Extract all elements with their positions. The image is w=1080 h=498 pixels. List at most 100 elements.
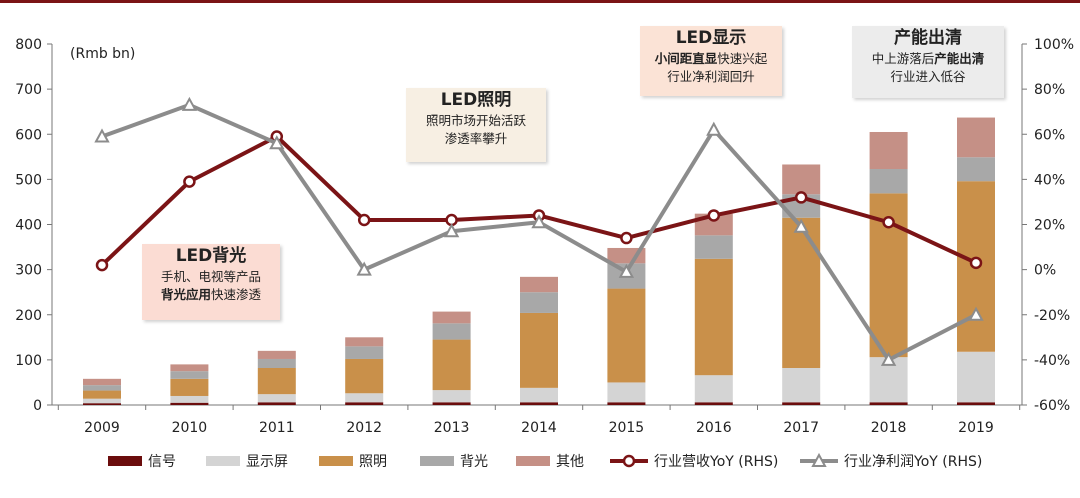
bar-segment: [345, 393, 384, 403]
bar-segment: [432, 323, 471, 340]
bar-segment: [83, 385, 121, 391]
top-border: [0, 0, 1080, 3]
bar-segment: [957, 402, 995, 405]
bar-segment: [782, 164, 821, 195]
bar-segment: [83, 390, 121, 399]
y-tick-label: 800: [15, 37, 42, 53]
bar-segment: [257, 402, 296, 405]
y-tick-label: 500: [15, 172, 42, 188]
y2-tick-label: 60%: [1034, 127, 1065, 143]
bar-segment: [257, 358, 296, 368]
legend-swatch: [319, 456, 353, 466]
annotation-title: LED背光: [175, 246, 247, 266]
line-point: [183, 175, 196, 188]
bar-segment: [432, 339, 471, 391]
bar-segment: [520, 292, 558, 313]
legend-marker: [811, 452, 827, 467]
legend-label: 其他: [556, 454, 584, 470]
legend: 信号 显示屏 照明 背光 其他 行业营收YoY (RHS) 行业净利润YoY (RHS): [108, 452, 982, 470]
x-tick-label: 2009: [84, 420, 120, 436]
legend-label: 行业净利润YoY (RHS): [844, 454, 982, 470]
x-tick-label: 2010: [172, 420, 208, 436]
y-tick-label: 400: [15, 218, 42, 234]
legend-swatch: [206, 456, 240, 466]
legend-label: 照明: [359, 454, 387, 470]
legend-marker: [622, 454, 636, 468]
bar-segment: [957, 117, 995, 158]
annotation-line: 手机、电视等产品: [160, 269, 261, 284]
line-point: [531, 214, 547, 229]
x-tick-label: 2013: [434, 420, 470, 436]
bar-segment: [345, 337, 384, 347]
x-tick-label: 2014: [521, 420, 557, 436]
line-point: [707, 209, 721, 222]
bar-segment: [432, 390, 471, 403]
legend-label: 行业营收YoY (RHS): [654, 454, 778, 470]
y2-tick-label: 100%: [1034, 37, 1074, 53]
bar-segment: [607, 402, 646, 405]
line-point: [181, 96, 198, 111]
annotation-title: 产能出清: [894, 28, 962, 48]
line-point: [794, 191, 808, 204]
annotation-line: 行业进入低谷: [890, 69, 966, 84]
bar-segment: [694, 258, 733, 376]
bar-segment: [432, 311, 471, 324]
line-point: [793, 218, 809, 233]
bar-segment: [694, 235, 733, 259]
annotation-line-bold: 小间距直显: [654, 51, 718, 66]
bar-segment: [257, 394, 296, 403]
x-tick-label: 2017: [783, 420, 819, 436]
legend-swatch: [516, 456, 550, 466]
x-tick-label: 2012: [346, 420, 382, 436]
annotation-capacity-clearing: 产能出清 中上游落后产能出清 行业进入低谷: [852, 26, 1004, 98]
bar-segment: [345, 402, 384, 405]
legend-label: 背光: [460, 454, 488, 470]
bar-segment: [607, 288, 646, 383]
bar-segment: [345, 346, 384, 359]
y2-tick-label: 80%: [1034, 82, 1065, 98]
annotation-led-backlight: LED背光 手机、电视等产品 背光应用快速渗透: [142, 244, 280, 320]
y2-tick-label: 0%: [1034, 263, 1056, 279]
x-tick-label: 2015: [609, 420, 645, 436]
annotation-line-bold: 背光应用: [160, 287, 211, 302]
y2-tick-label: 20%: [1034, 218, 1065, 234]
y-tick-label: 100: [15, 353, 42, 369]
annotation-line: 快速兴起: [717, 51, 768, 66]
bar-segment: [869, 131, 908, 169]
legend-label: 显示屏: [246, 454, 288, 470]
bar-segment: [83, 403, 121, 405]
bar-segment: [694, 402, 733, 405]
annotation-title: LED显示: [675, 28, 747, 48]
bar-segment: [782, 217, 821, 368]
bar-segment: [520, 402, 558, 405]
y2-tick-label: 40%: [1034, 172, 1065, 188]
bar-segment: [520, 276, 558, 293]
bar-segment: [782, 402, 821, 405]
y-unit-label: (Rmb bn): [70, 46, 135, 62]
annotation-line: 照明市场开始活跃: [425, 113, 526, 128]
lines: [94, 96, 984, 366]
y-tick-label: 700: [15, 82, 42, 98]
bar-segment: [957, 157, 995, 182]
bar-segment: [957, 351, 995, 403]
x-tick-label: 2019: [958, 420, 994, 436]
line-point: [968, 306, 984, 321]
annotation-line: 快速渗透: [211, 287, 262, 302]
legend-label: 信号: [148, 454, 176, 470]
x-tick-label: 2018: [871, 420, 907, 436]
x-tick-label: 2016: [696, 420, 732, 436]
bar-segment: [869, 402, 908, 405]
bar-segment: [170, 364, 209, 372]
x-tick-label: 2011: [259, 420, 295, 436]
bar-segment: [869, 168, 908, 194]
bar-segment: [83, 398, 121, 404]
line-point: [882, 215, 895, 229]
y-tick-label: 200: [15, 308, 42, 324]
axes: 0 100 200 300 400 500 600 700 800 -60% -40% -20% 0% 2…: [15, 37, 1074, 436]
y-tick-label: 600: [15, 127, 42, 143]
line-point: [618, 263, 635, 278]
bars: [83, 117, 995, 405]
line-point: [356, 261, 372, 276]
bar-segment: [432, 402, 471, 405]
bar-segment: [257, 367, 296, 395]
